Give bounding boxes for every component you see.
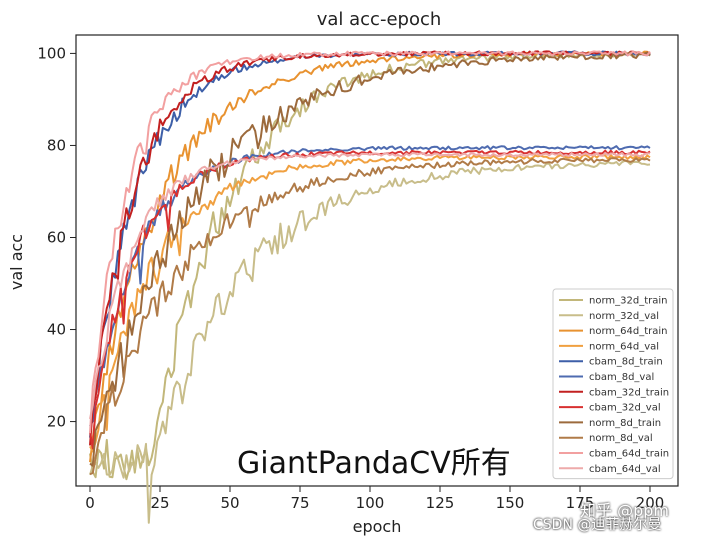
series-line-cbam_32d_val [89,149,651,450]
legend-entry: cbam_8d_val [589,372,654,383]
series-line-norm_8d_val [89,157,651,476]
x-tick-label: 50 [220,494,239,512]
series-line-norm_64d_val [89,154,651,453]
x-tick-label: 75 [290,494,309,512]
x-axis-label: epoch [353,517,402,536]
legend-entry: cbam_64d_train [589,449,669,460]
x-tick-label: 0 [85,494,95,512]
y-tick-label: 80 [47,136,66,154]
watermark-text: GiantPandaCV所有 [237,446,511,481]
y-tick-label: 100 [37,44,66,62]
y-tick-label: 60 [47,228,66,246]
x-tick-label: 175 [566,494,595,512]
x-tick-label: 100 [356,494,385,512]
series-line-cbam_32d_train [89,50,651,446]
legend-box [552,288,674,480]
legend-entry: norm_64d_val [589,341,659,352]
series-line-cbam_64d_train [89,50,651,434]
x-tick-label: 25 [150,494,169,512]
y-axis-label: val acc [7,234,26,290]
y-tick-label: 40 [47,321,66,339]
x-tick-label: 125 [426,494,455,512]
zhihu-watermark: 知乎 @ppm [580,501,669,520]
legend: norm_32d_train norm_32d_val norm_64d_train… [552,288,674,480]
legend-entry: norm_64d_train [589,326,667,337]
legend-entry: cbam_64d_val [589,464,661,475]
legend-entry: cbam_8d_train [589,357,663,368]
ticks-layer: 0 25 50 75 100 125 150 175 200 20 40 60 80 100 [37,44,664,512]
series-layer [89,50,651,524]
legend-entry: norm_32d_val [589,311,659,322]
csdn-watermark: CSDN @迪菲赫尔曼 [533,517,662,533]
series-line-norm_8d_train [89,51,651,467]
x-tick-label: 150 [496,494,525,512]
legend-entry: cbam_32d_train [589,387,669,398]
legend-entry: cbam_32d_val [589,403,661,414]
series-line-cbam_64d_val [89,151,650,420]
legend-entry: norm_8d_train [589,418,661,429]
series-line-norm_32d_val [89,159,651,524]
legend-entry: norm_8d_val [589,433,653,444]
legend-entry: norm_32d_train [589,296,667,307]
x-tick-label: 200 [636,494,665,512]
y-tick-label: 20 [47,413,66,431]
series-line-cbam_8d_val [89,145,651,438]
chart-title: val acc-epoch [317,9,442,30]
